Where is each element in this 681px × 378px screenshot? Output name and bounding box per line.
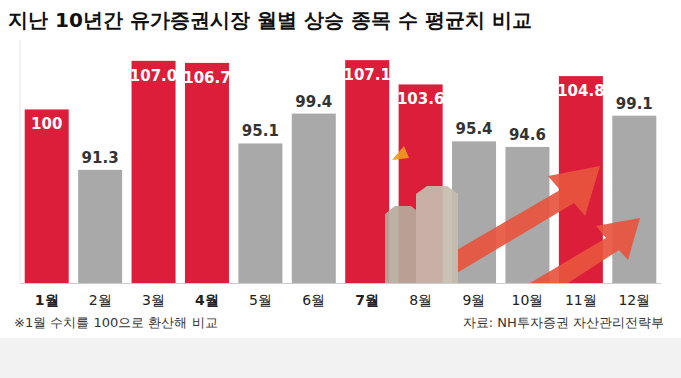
- bar: [25, 109, 69, 283]
- x-tick-label: 10월: [512, 292, 544, 308]
- data-label: 100: [31, 115, 62, 133]
- bar: [185, 63, 229, 283]
- data-label: 95.4: [456, 120, 493, 138]
- x-tick-label: 1월: [35, 292, 59, 308]
- chart-container: 지난 10년간 유가증권시장 월별 상승 종목 수 평균치 비교 100 91.3 1…: [0, 0, 681, 378]
- y-axis-line: [20, 40, 21, 283]
- chart-svg: 지난 10년간 유가증권시장 월별 상승 종목 수 평균치 비교 100 91.3 1…: [0, 0, 681, 378]
- data-label: 95.1: [242, 122, 279, 140]
- baseline: [20, 283, 661, 284]
- x-tick-label: 11월: [565, 292, 597, 308]
- data-label: 107.0: [130, 67, 177, 85]
- data-label: 106.7: [183, 69, 230, 87]
- note: ※1월 수치를 100으로 환산해 비교: [14, 315, 218, 330]
- x-tick-label: 12월: [618, 292, 650, 308]
- bar: [238, 143, 282, 283]
- footer-band: [0, 338, 681, 378]
- data-label: 103.6: [397, 90, 444, 108]
- bar: [78, 170, 122, 283]
- data-label: 99.4: [295, 93, 332, 111]
- title: 지난 10년간 유가증권시장 월별 상승 종목 수 평균치 비교: [8, 8, 532, 32]
- data-label: 104.8: [557, 82, 604, 100]
- bar: [132, 61, 176, 283]
- decoration: [385, 146, 640, 283]
- data-label: 94.6: [509, 126, 546, 144]
- pillar-decoration: [416, 186, 458, 283]
- x-tick-label: 3월: [142, 292, 165, 308]
- data-label: 91.3: [82, 149, 119, 167]
- arrow-decoration: [530, 218, 640, 283]
- bar: [292, 114, 336, 283]
- x-tick-label: 5월: [249, 292, 272, 308]
- background: [0, 0, 681, 378]
- bars: [25, 60, 657, 283]
- bar: [612, 116, 656, 283]
- x-tick-label: 6월: [302, 292, 325, 308]
- x-tick-label: 8월: [409, 292, 432, 308]
- data-label: 107.1: [343, 66, 390, 84]
- arrow-decoration: [392, 146, 409, 160]
- bar: [345, 60, 389, 283]
- pillar-decoration: [385, 206, 421, 283]
- x-tick-label: 7월: [355, 292, 379, 308]
- x-tick-label: 9월: [463, 292, 486, 308]
- x-tick-label: 2월: [89, 292, 112, 308]
- data-label: 99.1: [616, 95, 653, 113]
- x-tick-label: 4월: [195, 292, 219, 308]
- source: 자료: NH투자증권 자산관리전략부: [463, 315, 664, 330]
